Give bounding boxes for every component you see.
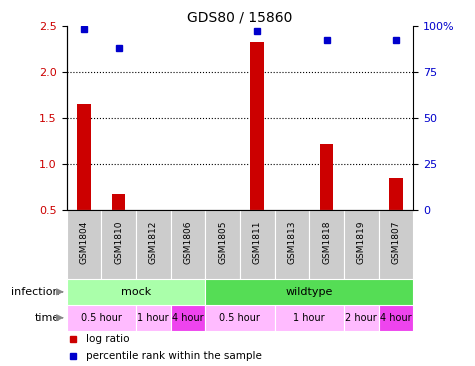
Text: GSM1811: GSM1811 <box>253 220 262 264</box>
Bar <box>389 178 403 210</box>
Text: 4 hour: 4 hour <box>172 313 204 323</box>
Bar <box>344 305 379 331</box>
Bar <box>320 143 333 210</box>
Text: 1 hour: 1 hour <box>294 313 325 323</box>
Text: 4 hour: 4 hour <box>380 313 412 323</box>
Text: 2 hour: 2 hour <box>345 313 377 323</box>
Bar <box>101 210 136 279</box>
Bar <box>205 305 275 331</box>
Bar <box>344 210 379 279</box>
Bar <box>309 210 344 279</box>
Title: GDS80 / 15860: GDS80 / 15860 <box>187 11 293 25</box>
Text: GSM1813: GSM1813 <box>287 220 296 264</box>
Bar <box>171 210 205 279</box>
Text: GSM1818: GSM1818 <box>322 220 331 264</box>
Text: percentile rank within the sample: percentile rank within the sample <box>86 351 261 361</box>
Bar <box>136 305 171 331</box>
Text: infection: infection <box>11 287 59 297</box>
Bar <box>275 210 309 279</box>
Bar <box>112 194 125 210</box>
Text: GSM1810: GSM1810 <box>114 220 123 264</box>
Text: 0.5 hour: 0.5 hour <box>81 313 122 323</box>
Text: time: time <box>34 313 59 323</box>
Bar <box>77 104 91 210</box>
Bar <box>136 210 171 279</box>
Text: wildtype: wildtype <box>285 287 333 297</box>
Bar <box>66 279 205 305</box>
Bar <box>66 305 136 331</box>
Bar <box>379 305 413 331</box>
Bar <box>275 305 344 331</box>
Text: GSM1819: GSM1819 <box>357 220 366 264</box>
Bar <box>379 210 413 279</box>
Text: GSM1806: GSM1806 <box>183 220 192 264</box>
Bar <box>171 305 205 331</box>
Text: 1 hour: 1 hour <box>137 313 169 323</box>
Text: log ratio: log ratio <box>86 333 129 344</box>
Bar <box>205 279 413 305</box>
Bar <box>250 42 264 210</box>
Text: GSM1812: GSM1812 <box>149 220 158 264</box>
Text: 0.5 hour: 0.5 hour <box>219 313 260 323</box>
Text: GSM1805: GSM1805 <box>218 220 227 264</box>
Bar <box>205 210 240 279</box>
Text: GSM1804: GSM1804 <box>79 220 88 264</box>
Bar <box>66 210 101 279</box>
Text: mock: mock <box>121 287 151 297</box>
Bar <box>240 210 275 279</box>
Text: GSM1807: GSM1807 <box>391 220 400 264</box>
